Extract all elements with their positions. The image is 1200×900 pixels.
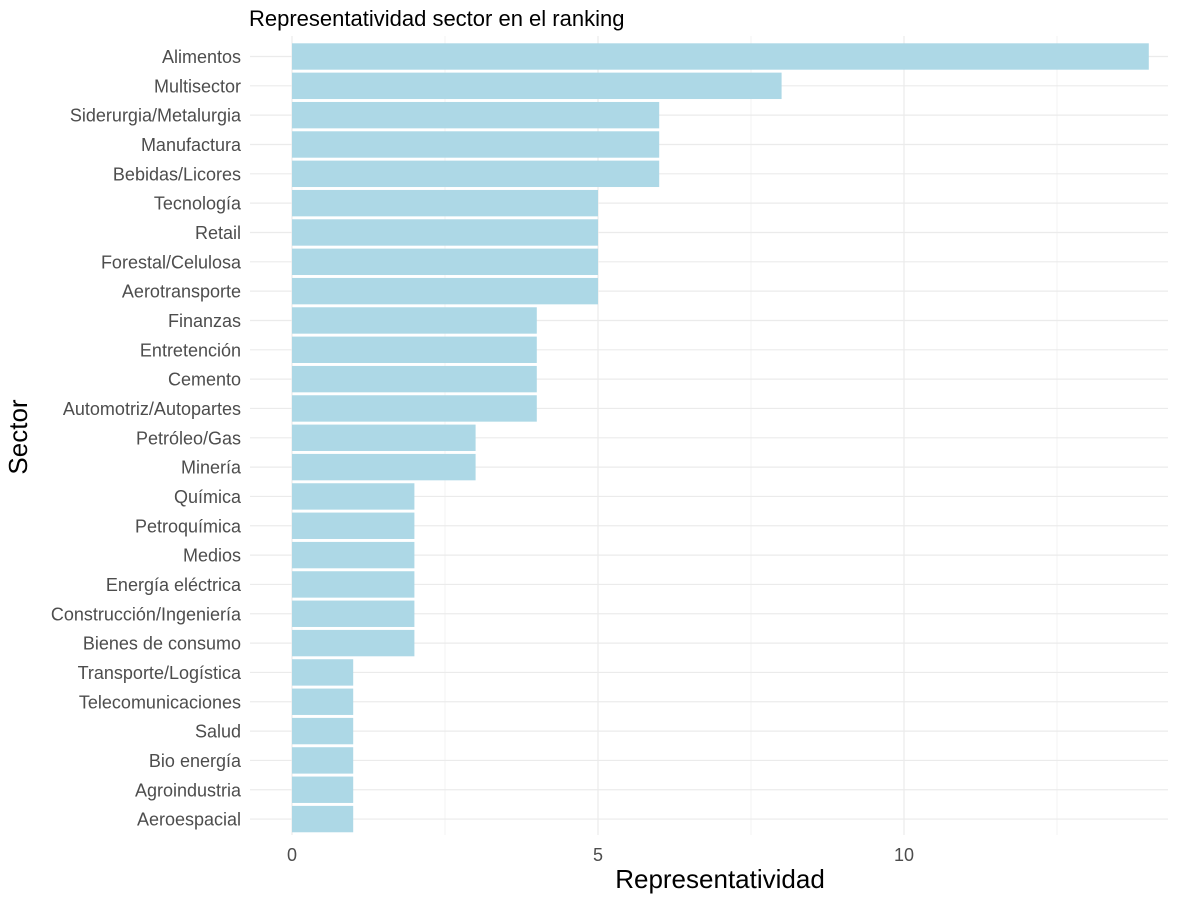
bar xyxy=(292,189,598,217)
category-label: Minería xyxy=(181,458,242,478)
bar xyxy=(292,365,537,393)
y-axis-title: Sector xyxy=(3,399,33,474)
category-label: Automotriz/Autopartes xyxy=(63,399,241,419)
bar xyxy=(292,72,782,100)
bar xyxy=(292,453,476,481)
bar xyxy=(292,805,354,833)
x-tick-labels: 0 5 10 xyxy=(287,845,914,865)
bar xyxy=(292,512,415,539)
category-label: Petróleo/Gas xyxy=(136,428,241,448)
category-label: Aerotransporte xyxy=(122,282,241,302)
category-label: Transporte/Logística xyxy=(78,663,242,683)
category-label: Petroquímica xyxy=(135,516,242,536)
bar xyxy=(292,336,537,363)
bar xyxy=(292,541,415,569)
category-label: Aeroespacial xyxy=(137,810,241,830)
bar xyxy=(292,688,354,715)
category-labels: Alimentos Multisector Siderurgia/Metalurgi… xyxy=(51,47,242,830)
category-label: Alimentos xyxy=(162,47,241,67)
bar xyxy=(292,424,476,451)
bar xyxy=(292,248,598,276)
category-label: Química xyxy=(174,487,242,507)
category-label: Cemento xyxy=(168,370,241,390)
category-label: Manufactura xyxy=(141,135,242,155)
category-label: Energía eléctrica xyxy=(106,575,242,595)
bar xyxy=(292,160,660,188)
bar xyxy=(292,629,415,657)
bar xyxy=(292,395,537,422)
bar xyxy=(292,277,598,305)
bar xyxy=(292,747,354,774)
bar xyxy=(292,717,354,745)
category-label: Multisector xyxy=(154,76,241,96)
category-label: Agroindustria xyxy=(135,780,242,800)
bar xyxy=(292,219,598,246)
x-tick-label: 5 xyxy=(593,845,603,865)
category-label: Bio energía xyxy=(149,751,242,771)
chart-title: Representatividad sector en el ranking xyxy=(249,6,625,31)
category-label: Construcción/Ingeniería xyxy=(51,604,242,624)
bar xyxy=(292,483,415,510)
bar xyxy=(292,600,415,627)
category-label: Tecnología xyxy=(154,194,242,214)
category-label: Finanzas xyxy=(168,311,241,331)
category-label: Bebidas/Licores xyxy=(113,164,241,184)
category-label: Salud xyxy=(195,722,241,742)
category-label: Telecomunicaciones xyxy=(79,692,241,712)
category-label: Forestal/Celulosa xyxy=(101,252,242,272)
bar xyxy=(292,101,660,129)
category-label: Bienes de consumo xyxy=(83,634,241,654)
bar xyxy=(292,571,415,598)
bar xyxy=(292,659,354,686)
bar xyxy=(292,776,354,803)
x-axis-title: Representatividad xyxy=(615,864,825,894)
category-label: Siderurgia/Metalurgia xyxy=(70,106,242,126)
bar xyxy=(292,43,1149,70)
category-label: Medios xyxy=(183,546,241,566)
x-tick-label: 10 xyxy=(894,845,914,865)
category-label: Entretención xyxy=(140,340,241,360)
category-label: Retail xyxy=(195,223,241,243)
bar xyxy=(292,307,537,334)
x-tick-label: 0 xyxy=(287,845,297,865)
bars xyxy=(292,43,1149,833)
bar xyxy=(292,131,660,158)
